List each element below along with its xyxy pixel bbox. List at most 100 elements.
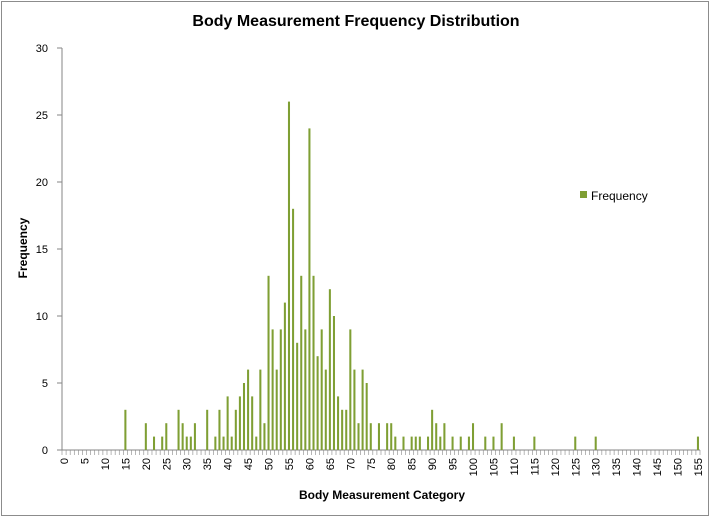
bar-155 [696, 436, 699, 450]
bars-group [124, 101, 699, 450]
x-tick-label: 25 [161, 458, 173, 470]
y-axis: 0 5 10 15 20 25 30 [36, 43, 63, 457]
bar-72 [357, 423, 360, 450]
bar-28 [177, 409, 180, 450]
x-tick-label: 60 [304, 458, 316, 470]
bar-38 [218, 409, 221, 450]
bar-50 [267, 275, 270, 450]
bar-95 [451, 436, 454, 450]
x-tick-label: 85 [407, 458, 419, 470]
bar-56 [292, 208, 295, 450]
bar-89 [427, 436, 430, 450]
bar-85 [410, 436, 413, 450]
bar-61 [312, 275, 315, 450]
x-tick-label: 5 [79, 458, 91, 464]
bar-41 [230, 436, 233, 450]
bar-52 [275, 369, 278, 450]
bar-103 [484, 436, 487, 450]
x-tick-label: 10 [100, 458, 112, 470]
bar-31 [189, 436, 192, 450]
legend-swatch [580, 191, 587, 198]
bar-62 [316, 356, 319, 450]
x-tick-label: 40 [223, 458, 235, 470]
bar-100 [471, 423, 475, 450]
x-tick-label: 140 [632, 458, 644, 476]
bar-43 [238, 396, 241, 450]
x-tick-label: 115 [529, 458, 541, 476]
bar-97 [459, 436, 462, 450]
bar-70 [349, 329, 352, 450]
bar-25 [165, 423, 168, 450]
bar-49 [263, 423, 266, 450]
bar-59 [304, 329, 307, 450]
x-tick-label: 50 [264, 458, 276, 470]
x-axis: 0 5 10 15 20 25 30 35 40 45 50 55 60 65 70 75 80 85 90 95 10… [59, 449, 705, 476]
bar-44 [242, 383, 246, 450]
x-tick-label: 130 [591, 458, 603, 476]
y-tick-label: 15 [36, 244, 48, 256]
bar-15 [124, 409, 127, 450]
bar-60 [308, 128, 311, 450]
x-tick-label: 15 [120, 458, 132, 470]
bar-107 [500, 423, 503, 450]
bar-57 [296, 342, 299, 450]
x-tick-label: 90 [427, 458, 439, 470]
bar-47 [255, 436, 258, 450]
x-tick-label: 145 [652, 458, 664, 476]
bar-74 [365, 383, 368, 450]
x-tick-label: 155 [693, 458, 705, 476]
y-tick-label: 20 [36, 177, 48, 189]
bar-51 [271, 329, 274, 450]
bar-69 [345, 409, 348, 450]
x-tick-label: 75 [366, 458, 378, 470]
x-axis-title: Body Measurement Category [299, 488, 465, 502]
bar-45 [247, 369, 250, 450]
chart-title: Body Measurement Frequency Distribution [192, 13, 519, 30]
x-tick-label: 150 [673, 458, 685, 476]
x-tick-label: 135 [611, 458, 623, 476]
bar-35 [206, 409, 209, 450]
bar-73 [361, 369, 364, 450]
bar-63 [320, 329, 323, 450]
x-tick-label: 35 [202, 458, 214, 470]
y-tick-label: 10 [36, 311, 48, 323]
x-tick-label: 80 [386, 458, 398, 470]
bar-42 [234, 409, 237, 450]
x-tick-label: 100 [468, 458, 480, 476]
bar-91 [435, 423, 438, 450]
x-tick-label: 20 [141, 458, 153, 470]
y-tick-label: 5 [42, 378, 48, 390]
y-tick-label: 0 [42, 445, 48, 457]
bar-80 [390, 423, 393, 450]
bar-67 [337, 396, 340, 450]
bar-90 [431, 409, 434, 450]
bar-40 [226, 396, 229, 450]
bar-125 [574, 436, 577, 450]
bar-30 [185, 436, 188, 450]
bar-75 [369, 423, 372, 450]
legend-label: Frequency [591, 189, 648, 203]
bar-87 [418, 436, 421, 450]
x-tick-label: 0 [59, 458, 71, 464]
bar-54 [283, 302, 286, 450]
bar-22 [152, 436, 156, 450]
bar-79 [386, 423, 389, 450]
bar-68 [341, 409, 344, 450]
bar-58 [300, 275, 303, 450]
x-tick-label: 70 [345, 458, 357, 470]
bar-93 [443, 423, 446, 450]
bar-83 [402, 436, 405, 450]
bar-46 [251, 396, 254, 450]
x-tick-label: 65 [325, 458, 337, 470]
y-tick-label: 30 [36, 43, 48, 55]
x-tick-label: 120 [550, 458, 562, 476]
y-tick-label: 25 [36, 110, 48, 122]
bar-130 [594, 436, 597, 450]
bar-110 [512, 436, 515, 450]
x-tick-label: 45 [243, 458, 255, 470]
legend: Frequency [580, 189, 648, 203]
y-axis-title: Frequency [16, 217, 30, 278]
bar-37 [214, 436, 217, 450]
bar-39 [222, 436, 225, 450]
